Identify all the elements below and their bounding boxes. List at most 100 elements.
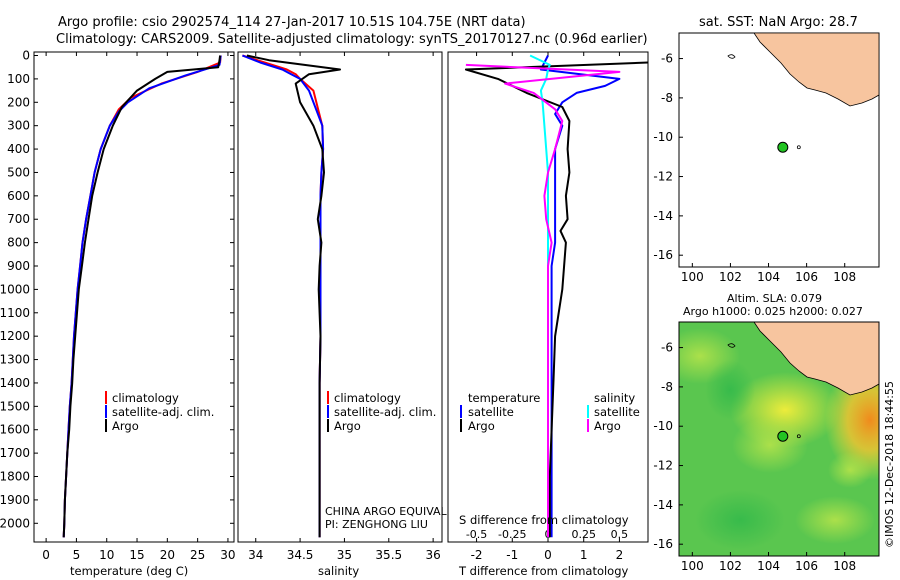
series-line-argo bbox=[246, 54, 341, 538]
x-tick-label: 36 bbox=[425, 548, 440, 562]
lon-tick-label: 102 bbox=[719, 559, 742, 573]
legend-title-temperature: temperature bbox=[468, 391, 540, 405]
temperature-panel: 0100200300400500600700800900100011001200… bbox=[0, 49, 648, 578]
credit-line-2: PI: ZENGHONG LIU bbox=[325, 518, 428, 531]
x-tick-label: 5 bbox=[73, 548, 81, 562]
x-tick-label: 25 bbox=[190, 548, 205, 562]
sla-blob bbox=[828, 452, 872, 488]
salinity-legend: climatology satellite-adj. clim. Argo bbox=[327, 391, 436, 433]
x-tick-label: 35 bbox=[337, 548, 352, 562]
legend-label-sal-satellite: satellite bbox=[594, 405, 640, 419]
pressure-tick-label: 1500 bbox=[0, 399, 30, 413]
lat-tick-label: -8 bbox=[661, 380, 673, 394]
series-line-argo bbox=[62, 55, 222, 538]
islet-contour bbox=[796, 145, 801, 150]
sla-map-lat-ticks: -6 -8 -10 -12 -14 -16 bbox=[653, 341, 683, 551]
pressure-tick-label: 1900 bbox=[0, 493, 30, 507]
s-difference-label: S difference from climatology bbox=[459, 513, 629, 527]
pressure-tick-label: 1400 bbox=[0, 376, 30, 390]
pressure-tick-label: 1000 bbox=[0, 282, 30, 296]
argo-float-marker bbox=[777, 430, 789, 442]
pressure-tick-label: 1800 bbox=[0, 470, 30, 484]
lon-tick-label: 104 bbox=[757, 270, 780, 284]
x-tick-label: 35.5 bbox=[375, 548, 402, 562]
s-tick-label: 0.25 bbox=[571, 528, 596, 541]
argo-float-marker bbox=[777, 141, 789, 153]
x-tick-label: -1 bbox=[506, 548, 518, 562]
lon-tick-label: 108 bbox=[833, 270, 856, 284]
x-tick-label: 1 bbox=[580, 548, 588, 562]
temperature-series bbox=[62, 55, 222, 538]
pressure-tick-label: 700 bbox=[7, 212, 30, 226]
imos-watermark: ©IMOS 12-Dec-2018 18:44:55 bbox=[883, 381, 896, 548]
credit-line-1: CHINA ARGO EQUIVALENT bbox=[325, 505, 469, 518]
sla-map-title-2: Argo h1000: 0.025 h2000: 0.027 bbox=[683, 305, 863, 318]
pressure-tick-label: 1100 bbox=[0, 306, 30, 320]
sla-blob bbox=[705, 360, 755, 420]
legend-label-climatology: climatology bbox=[112, 391, 179, 405]
legend-label-argo: Argo bbox=[334, 419, 361, 433]
pressure-tick-label: 200 bbox=[7, 95, 30, 109]
lat-tick-label: -16 bbox=[653, 537, 673, 551]
lat-tick-label: -12 bbox=[653, 170, 673, 184]
lat-tick-label: -6 bbox=[661, 52, 673, 66]
x-tick-label: 2 bbox=[616, 548, 624, 562]
x-tick-label: 20 bbox=[160, 548, 175, 562]
sla-blob bbox=[732, 417, 808, 473]
title-line-2: Climatology: CARS2009. Satellite-adjuste… bbox=[56, 32, 648, 47]
sla-field bbox=[679, 322, 879, 556]
s-tick-label: -0.25 bbox=[498, 528, 526, 541]
lon-tick-label: 108 bbox=[833, 559, 856, 573]
temperature-axes-box bbox=[33, 51, 235, 543]
pressure-tick-label: 100 bbox=[7, 72, 30, 86]
legend-label-climatology: climatology bbox=[334, 391, 401, 405]
temperature-x-ticks: 0 5 10 15 20 25 30 bbox=[42, 52, 236, 562]
difference-panel: -2 -1 0 1 2 -0.5 -0.25 0 0.25 0.5 S difference f… bbox=[447, 51, 649, 578]
island-contour bbox=[727, 54, 736, 59]
islet-contour bbox=[796, 434, 801, 439]
salinity-x-ticks: 34 34.5 35 35.5 36 bbox=[248, 52, 441, 562]
lon-tick-label: 106 bbox=[795, 270, 818, 284]
s-difference-x-ticks: -0.5 -0.25 0 0.25 0.5 bbox=[466, 528, 628, 541]
temperature-legend: climatology satellite-adj. clim. Argo bbox=[105, 391, 214, 433]
s-tick-label: 0.5 bbox=[611, 528, 629, 541]
difference-legend: temperature salinity satellite Argo sate… bbox=[460, 391, 640, 433]
pressure-tick-label: 900 bbox=[7, 259, 30, 273]
lon-tick-label: 106 bbox=[795, 559, 818, 573]
lat-tick-label: -10 bbox=[653, 130, 673, 144]
legend-title-salinity: salinity bbox=[594, 391, 635, 405]
pressure-tick-label: 800 bbox=[7, 236, 30, 250]
lat-tick-label: -16 bbox=[653, 248, 673, 262]
sla-map-frame bbox=[678, 321, 880, 557]
sst-map-lat-ticks: -6 -8 -10 -12 -14 -16 bbox=[653, 52, 683, 262]
x-tick-label: -2 bbox=[471, 548, 483, 562]
salinity-x-label: salinity bbox=[318, 564, 359, 578]
sst-map-panel: sat. SST: NaN Argo: 28.7 bbox=[653, 15, 880, 284]
x-tick-label: 0 bbox=[544, 548, 552, 562]
pressure-tick-label: 0 bbox=[22, 49, 30, 63]
sla-blob bbox=[695, 490, 785, 550]
series-line-salinity-argo bbox=[465, 63, 621, 538]
sst-map-lon-ticks: 100 102 104 106 108 bbox=[681, 263, 856, 284]
island-contour bbox=[727, 343, 736, 348]
legend-label-temp-argo: Argo bbox=[468, 419, 495, 433]
pressure-tick-label: 1300 bbox=[0, 353, 30, 367]
lon-tick-label: 100 bbox=[681, 559, 704, 573]
pressure-tick-label: 500 bbox=[7, 165, 30, 179]
legend-label-satellite: satellite-adj. clim. bbox=[112, 405, 214, 419]
series-line-temperature-argo bbox=[464, 61, 649, 538]
legend-label-temp-satellite: satellite bbox=[468, 405, 514, 419]
x-tick-label: 15 bbox=[129, 548, 144, 562]
salinity-panel: 34 34.5 35 35.5 36 salinity climatology sate… bbox=[237, 51, 469, 578]
salinity-series bbox=[242, 54, 341, 538]
lon-tick-label: 100 bbox=[681, 270, 704, 284]
pressure-tick-label: 400 bbox=[7, 142, 30, 156]
sla-map-lon-ticks: 100 102 104 106 108 bbox=[681, 552, 856, 573]
x-tick-label: 34 bbox=[248, 548, 263, 562]
sst-map-title: sat. SST: NaN Argo: 28.7 bbox=[699, 15, 858, 30]
legend-label-satellite: satellite-adj. clim. bbox=[334, 405, 436, 419]
land-polygon bbox=[753, 33, 879, 107]
lat-tick-label: -10 bbox=[653, 419, 673, 433]
lat-tick-label: -14 bbox=[653, 209, 673, 223]
difference-series bbox=[464, 54, 649, 538]
